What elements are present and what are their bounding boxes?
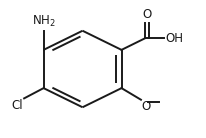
Text: NH$_2$: NH$_2$ [32,14,55,29]
Text: OH: OH [165,32,183,45]
Text: O: O [143,8,152,21]
Text: O: O [142,100,151,113]
Text: Cl: Cl [12,99,23,112]
